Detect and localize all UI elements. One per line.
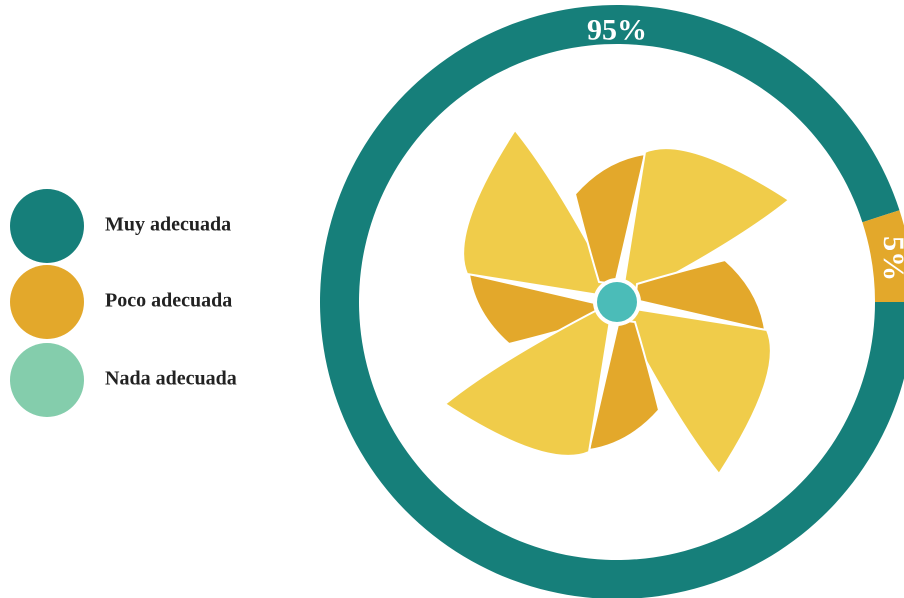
legend-label: Muy adecuada	[105, 214, 231, 236]
blade-light	[462, 128, 613, 298]
blade-dark	[587, 318, 661, 452]
slice-label: 95%	[587, 13, 647, 46]
slice-label: 5%	[877, 236, 904, 281]
legend-label: Nada adecuada	[105, 368, 237, 390]
hub-center	[597, 282, 637, 322]
blade-dark	[573, 152, 647, 286]
blade-light	[621, 147, 791, 298]
blade-dark	[633, 258, 767, 332]
legend: Muy adecuada Poco adecuada Nada adecuada	[10, 189, 237, 417]
pinwheel	[443, 128, 791, 476]
blade	[621, 258, 772, 476]
blade-light	[443, 306, 613, 457]
legend-swatch	[10, 265, 84, 339]
blade	[573, 147, 791, 298]
blade	[443, 306, 661, 457]
legend-label: Poco adecuada	[105, 290, 232, 312]
legend-swatch	[10, 343, 84, 417]
blade-light	[621, 306, 772, 476]
labels: 95% 5%	[587, 13, 904, 281]
legend-swatch	[10, 189, 84, 263]
slices	[320, 5, 904, 598]
slice	[862, 210, 904, 302]
